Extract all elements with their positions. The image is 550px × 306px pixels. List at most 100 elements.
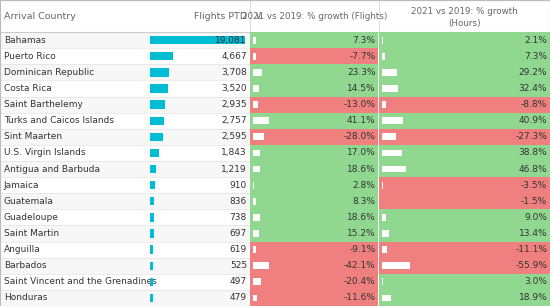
Bar [150,278,152,286]
Bar [0,258,550,274]
Text: 40.9%: 40.9% [519,116,547,125]
Text: U.S. Virgin Islands: U.S. Virgin Islands [4,148,85,158]
Text: Saint Barthelemy: Saint Barthelemy [4,100,82,109]
Bar [253,214,260,221]
Text: Anguilla: Anguilla [4,245,41,254]
Bar [250,32,378,48]
Bar [253,133,264,140]
Bar [253,37,256,43]
Bar [382,69,397,76]
Text: 7.3%: 7.3% [353,36,376,45]
Text: Guatemala: Guatemala [4,197,54,206]
Text: Dominican Republic: Dominican Republic [4,68,94,77]
Bar [0,80,550,97]
Bar [253,295,257,301]
Bar [379,129,550,145]
Bar [382,295,392,301]
Bar [0,113,550,129]
Bar [382,37,383,43]
Bar [0,274,550,290]
Text: 2021 vs 2019: % growth: 2021 vs 2019: % growth [411,7,518,16]
Bar [250,258,378,274]
Text: Bahamas: Bahamas [4,36,46,45]
Bar [0,48,550,64]
Bar [379,145,550,161]
Text: 479: 479 [230,293,247,302]
Text: -11.1%: -11.1% [515,245,547,254]
Bar [250,113,378,129]
Bar [150,294,152,302]
Text: 2021 vs 2019: % growth (Flights): 2021 vs 2019: % growth (Flights) [241,12,387,21]
Text: 738: 738 [230,213,247,222]
Text: 9.0%: 9.0% [524,213,547,222]
Text: 23.3%: 23.3% [347,68,376,77]
Text: 836: 836 [230,197,247,206]
Bar [0,64,550,80]
Bar [150,84,168,93]
Bar [0,161,550,177]
Text: 41.1%: 41.1% [347,116,376,125]
Bar [0,129,550,145]
Text: -3.5%: -3.5% [521,181,547,190]
Bar [250,64,378,80]
Bar [150,68,168,76]
Bar [379,161,550,177]
Bar [150,36,245,44]
Text: Puerto Rico: Puerto Rico [4,52,56,61]
Bar [0,177,550,193]
Text: 46.8%: 46.8% [519,165,547,174]
Bar [382,166,406,173]
Bar [250,161,378,177]
Bar [382,118,403,124]
Bar [150,229,153,238]
Bar [379,80,550,97]
Text: -13.0%: -13.0% [344,100,376,109]
Bar [253,53,256,60]
Bar [253,101,258,108]
Text: -8.8%: -8.8% [521,100,547,109]
Bar [250,177,378,193]
Bar [0,145,550,161]
Text: 18.6%: 18.6% [347,165,376,174]
Bar [253,85,258,92]
Bar [150,52,173,61]
Bar [150,149,159,157]
Text: 497: 497 [230,277,247,286]
Bar [382,53,386,60]
Bar [379,113,550,129]
Text: 17.0%: 17.0% [347,148,376,158]
Text: 2.1%: 2.1% [524,36,547,45]
Bar [379,32,550,48]
Text: 15.2%: 15.2% [347,229,376,238]
Bar [150,262,153,270]
Bar [250,241,378,258]
Bar [253,246,256,253]
Text: 2,757: 2,757 [221,116,247,125]
Bar [250,226,378,241]
Bar [253,198,256,205]
Text: Flights PTD: Flights PTD [194,12,248,21]
Bar [382,214,386,221]
Text: Honduras: Honduras [4,293,47,302]
Bar [250,129,378,145]
Text: 14.5%: 14.5% [347,84,376,93]
Bar [250,290,378,306]
Text: Saint Vincent and the Grenadines: Saint Vincent and the Grenadines [4,277,157,286]
Text: Antigua and Barbuda: Antigua and Barbuda [4,165,100,174]
Bar [250,145,378,161]
Text: 38.8%: 38.8% [519,148,547,158]
Text: 2,935: 2,935 [221,100,247,109]
Bar [250,193,378,209]
Text: Costa Rica: Costa Rica [4,84,52,93]
Text: -55.9%: -55.9% [515,261,547,270]
Text: 18.6%: 18.6% [347,213,376,222]
Bar [253,150,260,156]
Text: 4,667: 4,667 [221,52,247,61]
Bar [0,32,550,48]
Text: 910: 910 [230,181,247,190]
Text: Barbados: Barbados [4,261,46,270]
Text: -42.1%: -42.1% [344,261,376,270]
Bar [0,0,550,32]
Text: 18.9%: 18.9% [519,293,547,302]
Bar [250,97,378,113]
